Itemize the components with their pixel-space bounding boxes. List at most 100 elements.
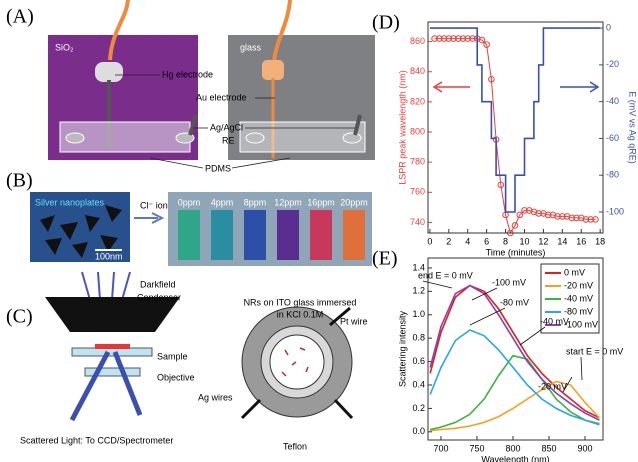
wires <box>240 306 354 420</box>
marker <box>554 213 561 220</box>
marker <box>431 35 438 42</box>
annotation: start E = 0 mV <box>566 346 623 356</box>
marker <box>544 211 552 219</box>
arrow <box>432 81 470 93</box>
panel-label: (A) <box>6 6 34 28</box>
ito <box>269 334 325 390</box>
wire <box>272 0 292 63</box>
arrow <box>560 81 600 93</box>
annotation-arrow <box>562 376 573 393</box>
marker <box>535 210 542 217</box>
label: Objective <box>157 372 195 382</box>
marker <box>488 75 495 83</box>
x-tick-label: 2 <box>446 236 451 246</box>
label: Silver nanoplates <box>35 197 105 207</box>
marker <box>478 36 486 44</box>
x-axis-label: Wavelength (nm) <box>481 454 549 462</box>
x-tick-label: 0 <box>427 236 432 246</box>
label: glass <box>240 42 262 52</box>
marker <box>436 35 443 42</box>
annotation: -80 mV <box>500 297 529 307</box>
plot-frame <box>427 257 604 441</box>
marker <box>559 213 566 220</box>
y-axis-label: LSPR peak wavelength (nm) <box>397 70 407 185</box>
nanoplates <box>40 205 122 258</box>
label: PDMS <box>205 163 231 173</box>
plot-frame <box>427 21 604 234</box>
re-electrode <box>188 114 198 136</box>
marker <box>459 35 467 42</box>
marker <box>587 216 595 223</box>
x-tick-label: 8 <box>503 236 508 246</box>
vial-label: 20ppm <box>340 197 368 207</box>
label: Sample <box>157 351 188 361</box>
annotation: end E = 0 mV <box>418 270 473 280</box>
legend-label: -20 mV <box>564 280 593 290</box>
well <box>175 132 195 144</box>
x-tick-label: 900 <box>577 443 592 453</box>
y-tick-label: 1.0 <box>412 309 425 319</box>
scattered-light <box>69 350 143 422</box>
y2-tick-label: 0 <box>606 22 611 32</box>
x-tick-label: 6 <box>484 236 489 246</box>
label: in KCl 0.1M <box>277 309 324 319</box>
label: Teflon <box>283 441 307 451</box>
label: Scattered Light: To CCD/Spectrometer <box>20 435 173 445</box>
label: NRs on ITO glass immersed <box>244 297 357 307</box>
y-tick-label: 760 <box>410 187 425 197</box>
x-tick-label: 12 <box>538 236 548 246</box>
leaders <box>115 74 355 169</box>
x-tick-label: 16 <box>576 236 586 246</box>
well <box>65 132 85 144</box>
panel-label: (C) <box>6 306 33 328</box>
marker <box>521 207 528 214</box>
legend-label: -40 mV <box>564 293 593 303</box>
y-tick-label: 1.2 <box>412 286 425 296</box>
stage <box>71 347 153 357</box>
annotation-arrow <box>471 287 498 301</box>
x-tick-label: 14 <box>557 236 567 246</box>
illumination <box>81 271 131 301</box>
legend-label: 0 mV <box>564 267 585 277</box>
x-tick-label: 750 <box>469 443 484 453</box>
series-line <box>430 354 600 431</box>
label: Pt wire <box>340 316 368 326</box>
x-tick-label: 4 <box>465 236 470 246</box>
label: Ag/AgCl <box>210 122 243 132</box>
y2-tick-label: -80 <box>606 170 619 180</box>
vial-label: 12ppm <box>274 197 302 207</box>
marker <box>568 214 576 222</box>
x-tick-label: 10 <box>519 236 529 246</box>
vials-photo <box>168 192 372 266</box>
sample <box>95 344 130 349</box>
marker <box>445 35 453 42</box>
label: Condenser <box>137 292 181 302</box>
y2-tick-label: -60 <box>606 133 619 143</box>
marker <box>592 216 599 223</box>
marker <box>483 41 490 48</box>
legend-label: -100 mV <box>564 319 598 329</box>
annotation: -20 mV <box>538 381 567 391</box>
condenser <box>45 297 180 332</box>
y-tick-label: 0.2 <box>412 403 425 413</box>
re-electrode <box>353 114 362 136</box>
annotation: -40 mV <box>540 316 569 326</box>
annotation-arrow <box>580 356 583 381</box>
y-tick-label: 0.0 <box>412 426 425 436</box>
annotation: -100 mV <box>492 277 526 287</box>
y-tick-label: 780 <box>410 157 425 167</box>
hg-drop <box>95 62 123 82</box>
y-tick-label: 820 <box>410 96 425 106</box>
marker <box>454 35 462 42</box>
y2-axis-label: E (mV vs Ag qRE) <box>628 91 638 164</box>
y-tick-label: 800 <box>410 126 425 136</box>
annotation-arrow <box>422 280 453 289</box>
x-axis-label: Time (minutes) <box>486 247 546 257</box>
nanorods <box>281 347 309 377</box>
vial-label: 8ppm <box>244 197 267 207</box>
y2-tick-label: -40 <box>606 96 619 106</box>
label: 100nm <box>95 251 123 261</box>
label: Ag wires <box>198 392 233 402</box>
marker <box>497 181 505 189</box>
